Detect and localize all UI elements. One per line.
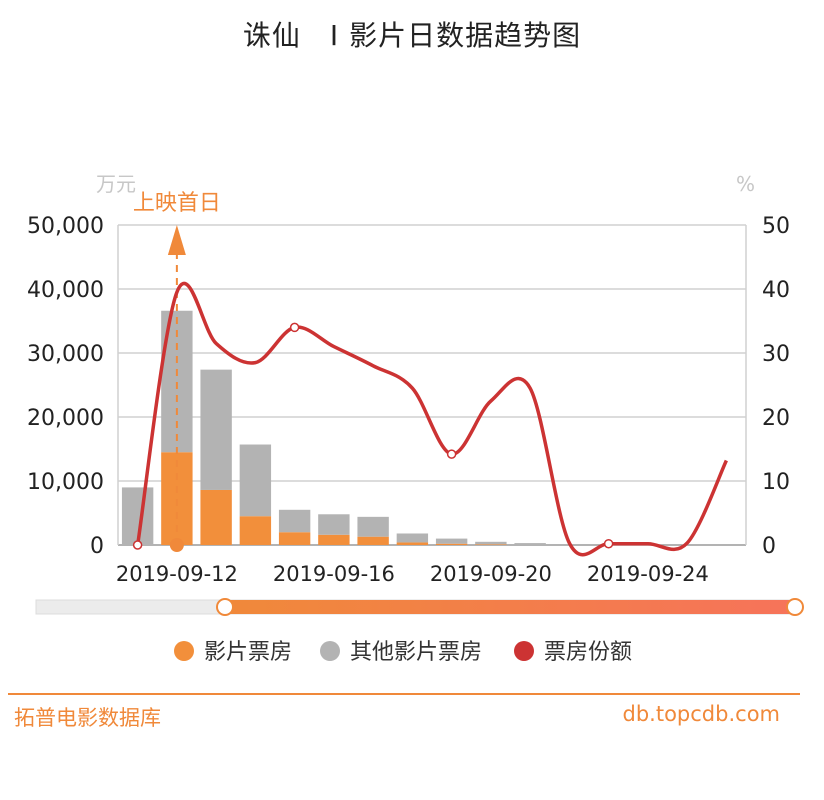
legend: 影片票房 其他影片票房 票房份额	[174, 640, 632, 665]
zoom-handle-left	[216, 598, 234, 616]
bar-film	[239, 516, 272, 545]
bar-other	[239, 444, 272, 517]
legend-swatch	[320, 641, 340, 661]
bar-film	[396, 542, 429, 545]
bar-other	[396, 533, 429, 543]
left-tick-label: 50,000	[27, 214, 104, 239]
x-tick-label: 2019-09-20	[430, 562, 552, 586]
chart-svg: 上映首日 0 10,000 20,000 30,000 40,000 50,000 0 10 2…	[27, 172, 804, 665]
share-line	[135, 281, 728, 557]
left-tick-label: 30,000	[27, 342, 104, 367]
annotation-layer: 上映首日	[133, 191, 221, 552]
left-tick-label: 40,000	[27, 278, 104, 303]
share-point	[289, 322, 300, 333]
bar-film	[357, 536, 389, 545]
footer-divider	[8, 693, 800, 695]
legend-label: 其他影片票房	[350, 640, 482, 665]
bar-other	[318, 514, 350, 535]
release-marker-arrow	[167, 225, 186, 255]
share-point	[446, 449, 457, 459]
left-tick-label: 20,000	[27, 406, 104, 431]
right-unit-label: %	[736, 172, 755, 196]
bar-other	[278, 509, 311, 533]
x-tick-label: 2019-09-12	[116, 562, 238, 586]
bar-film	[200, 489, 232, 545]
bar-film	[318, 534, 350, 545]
zoom-selection	[225, 600, 795, 614]
left-tick-label: 0	[90, 534, 104, 559]
zoom-handle-right	[786, 598, 804, 616]
release-marker-dot	[169, 538, 184, 552]
release-marker-label: 上映首日	[133, 191, 221, 216]
left-tick-label: 10,000	[27, 470, 104, 495]
right-tick-label: 10	[762, 470, 790, 495]
bar-film	[475, 544, 507, 545]
legend-label: 影片票房	[204, 640, 292, 665]
bar-layer	[121, 310, 546, 545]
line-layer	[132, 281, 728, 557]
bar-film	[435, 543, 468, 545]
right-tick-label: 0	[762, 534, 776, 559]
bar-other	[514, 543, 546, 545]
axis-layer: 0 10,000 20,000 30,000 40,000 50,000 0 10 20 30 40…	[27, 172, 790, 586]
bar-other	[475, 541, 507, 545]
right-tick-label: 40	[762, 278, 790, 303]
bar-other	[200, 369, 232, 490]
right-tick-label: 50	[762, 214, 790, 239]
x-tick-label: 2019-09-24	[587, 562, 709, 586]
share-point	[132, 540, 143, 550]
footer-brand: 拓普电影数据库	[14, 706, 161, 730]
right-tick-label: 30	[762, 342, 790, 367]
legend-swatch	[514, 641, 534, 661]
legend-swatch	[174, 641, 194, 661]
bar-other	[435, 538, 468, 544]
left-unit-label: 万元	[96, 172, 136, 196]
chart-title: 诛仙 I 影片日数据趋势图	[242, 19, 582, 52]
legend-label: 票房份额	[544, 640, 632, 665]
zoom-slider[interactable]	[35, 598, 804, 616]
bar-film	[278, 532, 311, 545]
share-point	[603, 538, 614, 549]
bar-other	[357, 516, 389, 537]
right-tick-label: 20	[762, 406, 790, 431]
footer-url[interactable]: db.topcdb.com	[622, 702, 780, 726]
x-tick-label: 2019-09-16	[273, 562, 395, 586]
